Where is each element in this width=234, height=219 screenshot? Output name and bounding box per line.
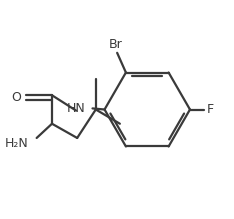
Text: H₂N: H₂N: [5, 137, 29, 150]
Text: HN: HN: [67, 102, 86, 115]
Text: O: O: [11, 91, 21, 104]
Text: Br: Br: [109, 38, 123, 51]
Text: F: F: [206, 103, 213, 116]
